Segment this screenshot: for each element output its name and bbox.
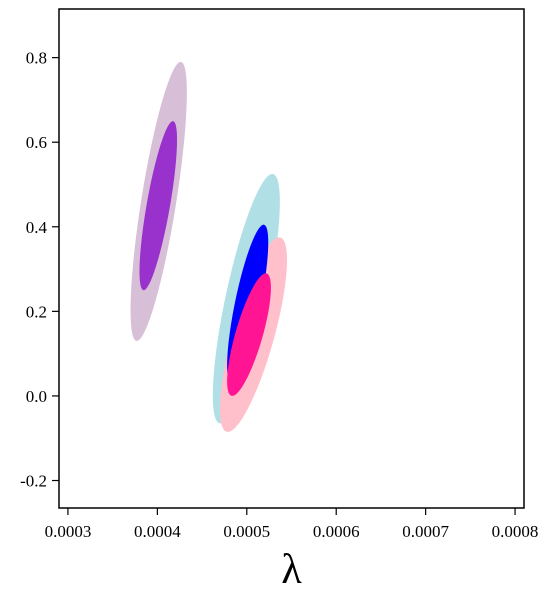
y-tick-label: 0.8 [26, 49, 47, 68]
y-tick-label: 0.4 [26, 218, 48, 237]
y-tick-label: -0.2 [20, 472, 47, 491]
x-axis: 0.0003 0.0004 0.0005 0.0006 0.0007 0.0008 [45, 508, 539, 541]
x-axis-title: λ [281, 547, 302, 593]
pink-inner-region [227, 273, 271, 396]
x-tick-label: 0.0006 [313, 522, 360, 541]
x-tick-label: 0.0007 [402, 522, 449, 541]
purple-inner-region [139, 121, 178, 291]
x-tick-label: 0.0003 [45, 522, 92, 541]
y-tick-label: 0.0 [26, 387, 47, 406]
confidence-regions [130, 61, 288, 432]
y-axis: -0.2 0.0 0.2 0.4 0.6 0.8 [20, 49, 59, 491]
y-tick-label: 0.2 [26, 302, 47, 321]
y-tick-label: 0.6 [26, 133, 47, 152]
x-tick-label: 0.0008 [492, 522, 539, 541]
plot-frame [58, 8, 525, 509]
x-tick-label: 0.0005 [223, 522, 270, 541]
x-tick-label: 0.0004 [134, 522, 181, 541]
